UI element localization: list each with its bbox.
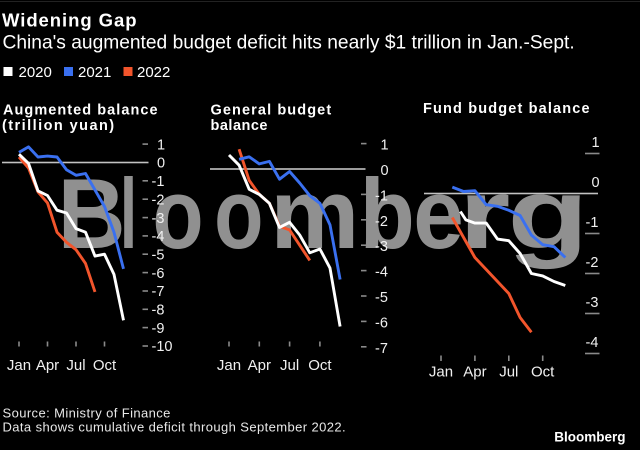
svg-text:Oct: Oct: [93, 357, 117, 374]
svg-text:-1: -1: [375, 188, 388, 204]
svg-text:-2: -2: [375, 214, 388, 230]
svg-text:-3: -3: [152, 211, 165, 227]
svg-text:o: o: [214, 159, 263, 270]
svg-text:(trillion yuan): (trillion yuan): [2, 118, 116, 134]
svg-text:1: 1: [592, 135, 600, 151]
svg-text:0: 0: [592, 175, 600, 191]
svg-text:Jan: Jan: [7, 357, 31, 374]
svg-text:Oct: Oct: [531, 364, 555, 381]
svg-text:e: e: [413, 159, 464, 270]
svg-text:0: 0: [157, 156, 165, 172]
svg-text:Jan: Jan: [217, 357, 241, 374]
svg-text:-6: -6: [375, 315, 388, 331]
svg-text:2020: 2020: [19, 64, 52, 81]
svg-text:Bloomberg: Bloomberg: [554, 430, 625, 445]
svg-text:-8: -8: [152, 303, 165, 319]
svg-text:-10: -10: [152, 339, 173, 355]
svg-text:-5: -5: [375, 290, 388, 306]
svg-text:Jul: Jul: [280, 357, 299, 374]
svg-text:Apr: Apr: [36, 357, 59, 374]
svg-text:Jul: Jul: [499, 364, 518, 381]
svg-text:General budget: General budget: [211, 103, 333, 119]
svg-text:1: 1: [157, 137, 165, 153]
svg-text:-4: -4: [586, 335, 599, 351]
svg-text:-4: -4: [152, 229, 165, 245]
svg-text:Fund budget balance: Fund budget balance: [423, 101, 591, 117]
svg-text:Apr: Apr: [463, 364, 486, 381]
svg-text:Apr: Apr: [248, 357, 271, 374]
svg-text:r: r: [459, 158, 511, 269]
svg-text:Augmented balance: Augmented balance: [3, 103, 159, 119]
svg-text:-2: -2: [586, 255, 599, 271]
svg-text:-7: -7: [375, 341, 388, 357]
svg-text:Oct: Oct: [308, 357, 332, 374]
svg-text:-5: -5: [152, 247, 165, 263]
svg-text:balance: balance: [211, 118, 269, 134]
svg-text:0: 0: [381, 163, 389, 179]
svg-text:o: o: [153, 159, 204, 269]
svg-text:1: 1: [381, 138, 389, 154]
svg-text:Data shows cumulative deficit: Data shows cumulative deficit through Se…: [3, 420, 347, 435]
svg-text:-4: -4: [375, 265, 388, 281]
svg-text:-1: -1: [152, 174, 165, 190]
svg-text:-7: -7: [152, 284, 165, 300]
svg-text:China's augmented budget defic: China's augmented budget deficit hits ne…: [3, 33, 575, 54]
svg-text:-3: -3: [375, 239, 388, 255]
svg-text:Jan: Jan: [429, 364, 453, 381]
svg-text:Jul: Jul: [66, 357, 85, 374]
svg-text:-6: -6: [152, 266, 165, 282]
svg-text:2021: 2021: [78, 64, 111, 81]
svg-text:Source: Ministry of Finance: Source: Ministry of Finance: [3, 406, 171, 421]
svg-text:b: b: [360, 159, 415, 270]
svg-text:-9: -9: [152, 321, 165, 337]
svg-text:2022: 2022: [137, 64, 170, 81]
svg-text:-2: -2: [152, 192, 165, 208]
svg-text:-3: -3: [586, 295, 599, 311]
svg-text:l: l: [120, 158, 137, 270]
svg-text:-1: -1: [586, 215, 599, 231]
svg-text:ɡ: ɡ: [507, 158, 588, 269]
svg-text:Widening Gap: Widening Gap: [2, 10, 137, 31]
